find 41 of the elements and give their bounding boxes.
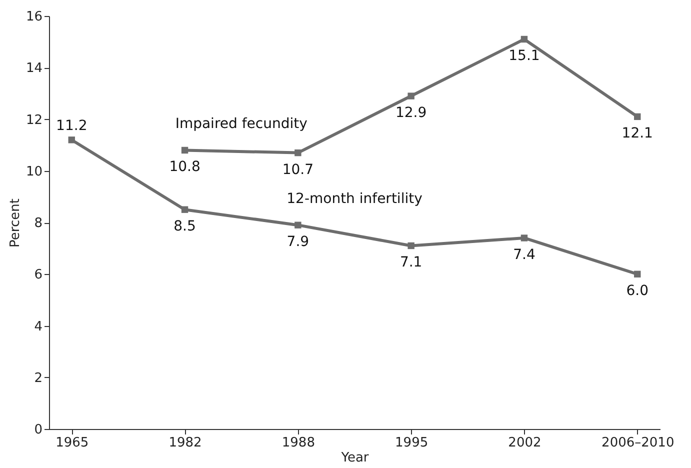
- x-tick-label: 1995: [395, 436, 428, 450]
- point: [408, 92, 414, 100]
- y-tick-label: 16: [26, 10, 42, 24]
- data-label: 7.1: [400, 254, 422, 271]
- x-tick-label: 2006–2010: [602, 436, 674, 450]
- point: [68, 136, 75, 144]
- point: [181, 146, 188, 154]
- point: [181, 206, 188, 213]
- point: [520, 234, 528, 242]
- series-label: 12-month infertility: [286, 191, 422, 208]
- y-tick-label: 10: [26, 164, 42, 180]
- y-tick-label: 4: [34, 319, 42, 334]
- data-label: 7.9: [286, 234, 310, 250]
- y-tick-label: 2: [34, 370, 42, 386]
- y-tick-label: 12: [26, 112, 42, 128]
- x-tick-label: 1965: [56, 436, 89, 450]
- data-label: 10.7: [282, 162, 314, 178]
- data-label: 7.4: [513, 246, 536, 263]
- point: [520, 36, 528, 43]
- data-label: 6.0: [626, 283, 649, 300]
- point: [294, 149, 302, 156]
- series-label: Impaired fecundity: [175, 116, 308, 132]
- y-tick-label: 8: [34, 216, 42, 231]
- data-label: 12.9: [395, 105, 427, 122]
- y-tick-label: 0: [34, 422, 42, 438]
- data-label: 10.8: [169, 159, 200, 176]
- y-axis-title: Percent: [8, 198, 23, 248]
- x-tick-label: 1982: [168, 436, 202, 450]
- x-axis-title: Year: [340, 450, 370, 466]
- data-label: 12.1: [622, 126, 653, 142]
- point: [408, 242, 414, 250]
- point: [634, 113, 641, 120]
- x-tick-label: 2002: [508, 436, 542, 450]
- point: [634, 270, 641, 278]
- data-label: 8.5: [174, 218, 196, 235]
- y-tick-label: 6: [34, 268, 42, 283]
- point: [294, 222, 302, 228]
- x-tick-label: 1988: [282, 436, 315, 450]
- data-label: 15.1: [508, 48, 540, 64]
- data-label: 11.2: [56, 118, 88, 134]
- y-tick-label: 14: [26, 61, 42, 76]
